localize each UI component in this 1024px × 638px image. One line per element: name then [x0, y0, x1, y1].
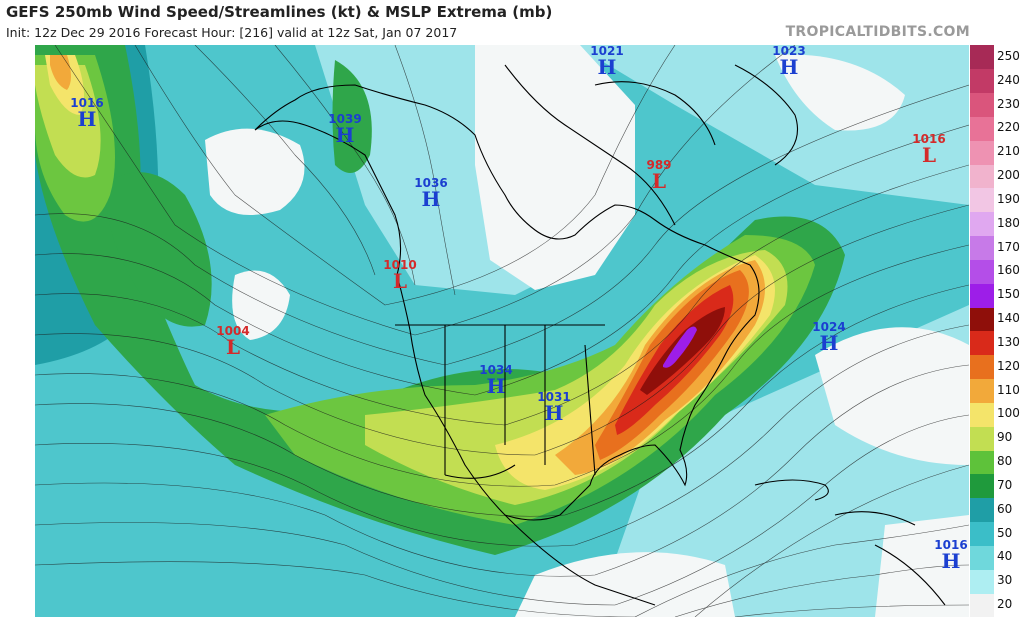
pressure-value: 1016 [934, 538, 968, 552]
low-pressure-center: 1004 L [203, 325, 263, 357]
low-pressure-center: 1010 L [370, 259, 430, 291]
high-pressure-center: 1016 H [57, 97, 117, 129]
pressure-value: 1010 [383, 258, 417, 272]
colorbar-label: 210 [997, 144, 1020, 159]
high-pressure-center: 1023 H [759, 45, 819, 77]
pressure-type-letter: L [651, 169, 667, 193]
colorbar-segment [970, 116, 994, 141]
pressure-value: 1021 [590, 45, 624, 58]
pressure-value: 1016 [912, 132, 946, 146]
colorbar-segment [970, 164, 994, 189]
colorbar-segment [970, 545, 994, 570]
colorbar-label: 160 [997, 263, 1020, 278]
pressure-type-letter: H [941, 549, 961, 573]
colorbar-segment [970, 259, 994, 284]
colorbar-segment [970, 521, 994, 546]
colorbar-segment [970, 211, 994, 237]
wind-map: 1016 H 1039 H 1021 H 1023 H 1016 L 1036 H 989 L 1010 L 1… [35, 45, 969, 617]
high-pressure-center: 1036 H [401, 177, 461, 209]
colorbar-segment [970, 569, 994, 594]
colorbar-label: 230 [997, 96, 1020, 111]
colorbar-segment [970, 474, 994, 499]
pressure-type-letter: H [779, 55, 799, 79]
colorbar-segment [970, 188, 994, 213]
colorbar-segment [970, 307, 994, 332]
pressure-type-letter: H [77, 107, 97, 131]
pressure-value: 989 [646, 158, 672, 172]
colorbar-label: 90 [997, 430, 1013, 445]
colorbar-segment [970, 402, 994, 427]
pressure-value: 1031 [537, 390, 571, 404]
pressure-value: 1016 [70, 96, 104, 110]
colorbar-segment [970, 450, 994, 475]
colorbar-label: 190 [997, 191, 1020, 206]
pressure-type-letter: L [225, 335, 241, 359]
colorbar-label: 20 [997, 597, 1013, 612]
colorbar-segment [970, 354, 994, 380]
pressure-type-letter: H [335, 123, 355, 147]
pressure-type-letter: H [544, 401, 564, 425]
colorbar-label: 240 [997, 72, 1020, 87]
high-pressure-center: 1016 H [921, 539, 969, 571]
high-pressure-center: 1034 H [466, 364, 526, 396]
colorbar-segment [970, 68, 994, 94]
map-title: GEFS 250mb Wind Speed/Streamlines (kt) &… [6, 3, 553, 21]
colorbar-label: 110 [997, 382, 1020, 397]
colorbar-label: 40 [997, 549, 1013, 564]
colorbar-label: 150 [997, 287, 1020, 302]
pressure-type-letter: H [819, 331, 839, 355]
wind-speed-field [35, 45, 969, 617]
high-pressure-center: 1031 H [524, 391, 584, 423]
colorbar-label: 50 [997, 525, 1013, 540]
pressure-value: 1034 [479, 363, 513, 377]
colorbar-label: 120 [997, 358, 1020, 373]
colorbar-segment [970, 283, 994, 308]
colorbar-label: 130 [997, 334, 1020, 349]
colorbar-segment [970, 45, 994, 70]
brand-watermark: TROPICALTIDBITS.COM [785, 24, 970, 40]
pressure-value: 1036 [414, 176, 448, 190]
colorbar-label: 180 [997, 215, 1020, 230]
colorbar-segment [970, 235, 994, 260]
pressure-value: 1024 [812, 320, 846, 334]
colorbar-label: 200 [997, 168, 1020, 183]
colorbar-label: 100 [997, 406, 1020, 421]
pressure-type-letter: H [486, 374, 506, 398]
colorbar-label: 170 [997, 239, 1020, 254]
colorbar-label: 250 [997, 48, 1020, 63]
colorbar-segment [970, 593, 994, 618]
colorbar-segment [970, 92, 994, 117]
colorbar-label: 80 [997, 454, 1013, 469]
colorbar-label: 140 [997, 311, 1020, 326]
colorbar-label: 60 [997, 501, 1013, 516]
colorbar-segment [970, 426, 994, 451]
pressure-value: 1023 [772, 45, 806, 58]
pressure-type-letter: L [392, 269, 408, 293]
low-pressure-center: 989 L [629, 159, 689, 191]
wind-speed-colorbar [970, 45, 994, 618]
colorbar-label: 30 [997, 573, 1013, 588]
pressure-type-letter: L [921, 143, 937, 167]
low-pressure-center: 1016 L [899, 133, 959, 165]
pressure-type-letter: H [597, 55, 617, 79]
colorbar-label: 70 [997, 477, 1013, 492]
colorbar-segment [970, 140, 994, 165]
map-subtitle: Init: 12z Dec 29 2016 Forecast Hour: [21… [6, 25, 458, 40]
colorbar-segment [970, 331, 994, 356]
colorbar-label: 220 [997, 120, 1020, 135]
pressure-value: 1039 [328, 112, 362, 126]
pressure-value: 1004 [216, 324, 250, 338]
high-pressure-center: 1021 H [577, 45, 637, 77]
colorbar-segment [970, 378, 994, 403]
colorbar-segment [970, 497, 994, 523]
high-pressure-center: 1024 H [799, 321, 859, 353]
high-pressure-center: 1039 H [315, 113, 375, 145]
pressure-type-letter: H [421, 187, 441, 211]
